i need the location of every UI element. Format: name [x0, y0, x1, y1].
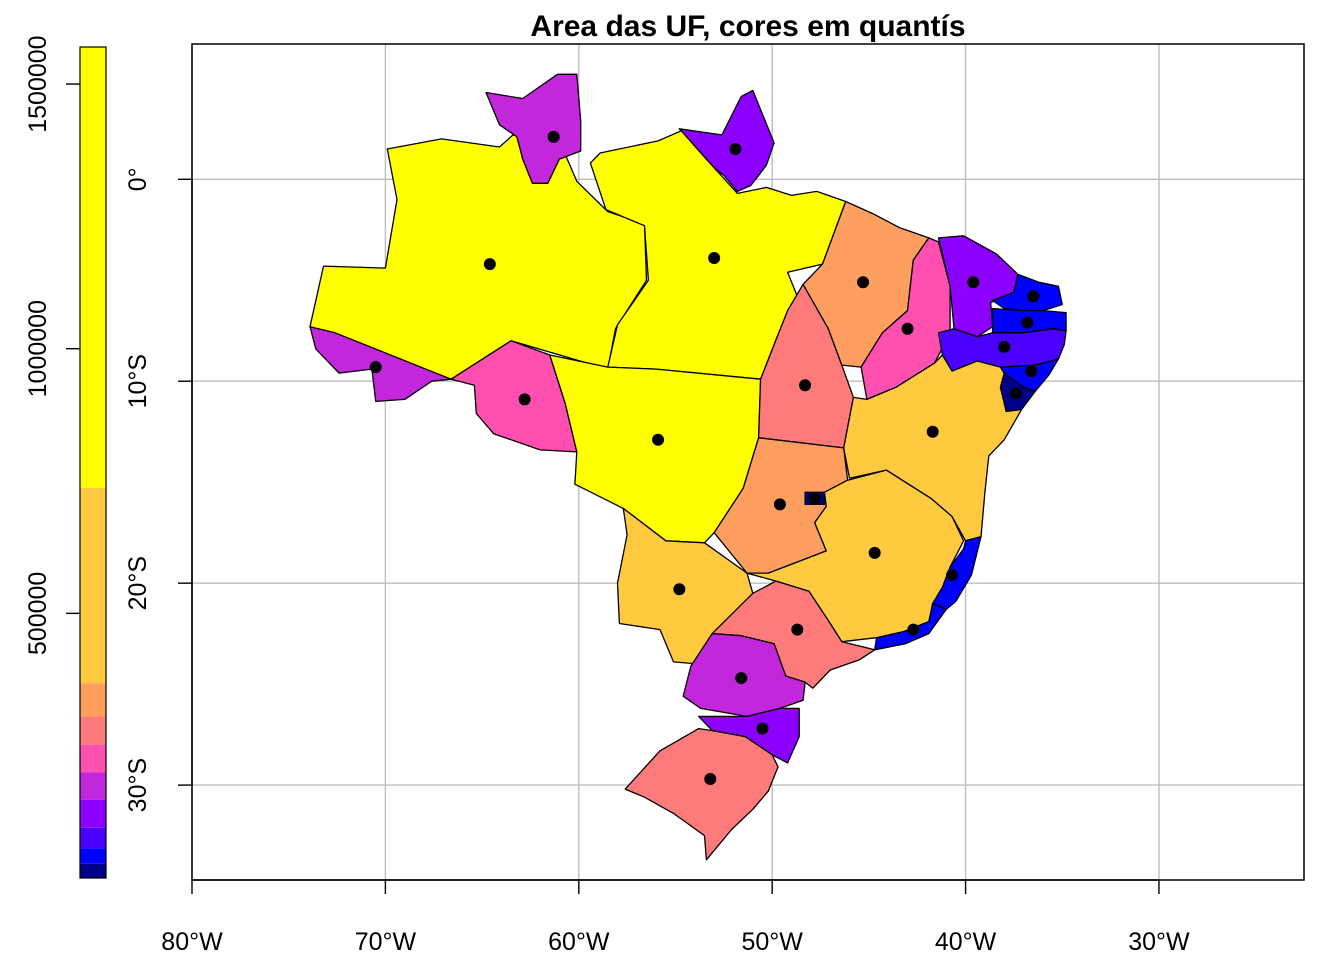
centroid-pb [1021, 316, 1034, 329]
colorbar-bin-5 [80, 744, 106, 773]
x-tick-label: 80°W [161, 928, 223, 956]
centroid-pr [735, 672, 748, 685]
colorbar-bin-1 [80, 848, 106, 864]
x-tick-label: 60°W [548, 928, 610, 956]
centroid-ma [857, 276, 870, 289]
x-tick-label: 40°W [935, 928, 997, 956]
colorbar: 500000 1000000 1500000 [24, 35, 107, 879]
state-polygons [309, 73, 1067, 861]
centroid-am [483, 258, 496, 271]
x-axis: 80°W 70°W 60°W 50°W 40°W 30°W [161, 879, 1190, 956]
centroid-mt [652, 433, 665, 446]
colorbar-bin-0 [80, 863, 106, 878]
colorbar-bin-9 [80, 47, 106, 488]
chart-title: Area das UF, cores em quantís [530, 10, 965, 43]
colorbar-tick-label: 500000 [24, 572, 52, 655]
y-tick-label: 30°S [124, 758, 152, 812]
centroid-pe [998, 340, 1011, 353]
centroid-ac [369, 361, 382, 374]
centroid-to [799, 379, 812, 392]
centroid-ap [729, 143, 742, 156]
y-tick-label: 20°S [124, 556, 152, 610]
colorbar-bin-2 [80, 827, 106, 849]
state-centroids [369, 130, 1040, 786]
centroid-mg [868, 546, 881, 559]
centroid-se [1009, 387, 1022, 400]
state-ro [450, 340, 578, 453]
state-rr [485, 73, 582, 184]
centroid-pi [901, 322, 914, 335]
colorbar-bin-8 [80, 487, 106, 684]
y-axis: 0° 10°S 20°S 30°S [124, 167, 193, 812]
centroid-es [946, 569, 959, 582]
centroid-al [1025, 365, 1038, 378]
y-tick-label: 10°S [124, 354, 152, 408]
centroid-rs [704, 773, 717, 786]
centroid-rj [907, 623, 920, 636]
centroid-rr [547, 130, 560, 143]
x-tick-label: 50°W [741, 928, 803, 956]
colorbar-tick-label: 1000000 [24, 300, 52, 397]
state-ce [937, 235, 1019, 338]
y-tick-label: 0° [124, 167, 152, 191]
centroid-rn [1027, 290, 1040, 303]
colorbar-bin-7 [80, 683, 106, 717]
centroid-ms [673, 583, 686, 596]
centroid-ba [926, 425, 939, 438]
centroid-pa [708, 252, 721, 265]
state-rs [624, 727, 779, 861]
x-tick-label: 30°W [1128, 928, 1190, 956]
centroid-go [773, 498, 786, 511]
colorbar-bin-3 [80, 799, 106, 828]
colorbar-tick-label: 1500000 [24, 35, 52, 132]
centroid-ro [518, 393, 531, 406]
centroid-df [808, 492, 821, 505]
colorbar-bin-4 [80, 772, 106, 800]
centroid-ce [967, 276, 980, 289]
centroid-sc [756, 722, 769, 735]
colorbar-frame [79, 46, 107, 879]
state-mt [549, 354, 762, 544]
colorbar-bin-6 [80, 716, 106, 745]
x-tick-label: 70°W [355, 928, 417, 956]
centroid-sp [791, 623, 804, 636]
